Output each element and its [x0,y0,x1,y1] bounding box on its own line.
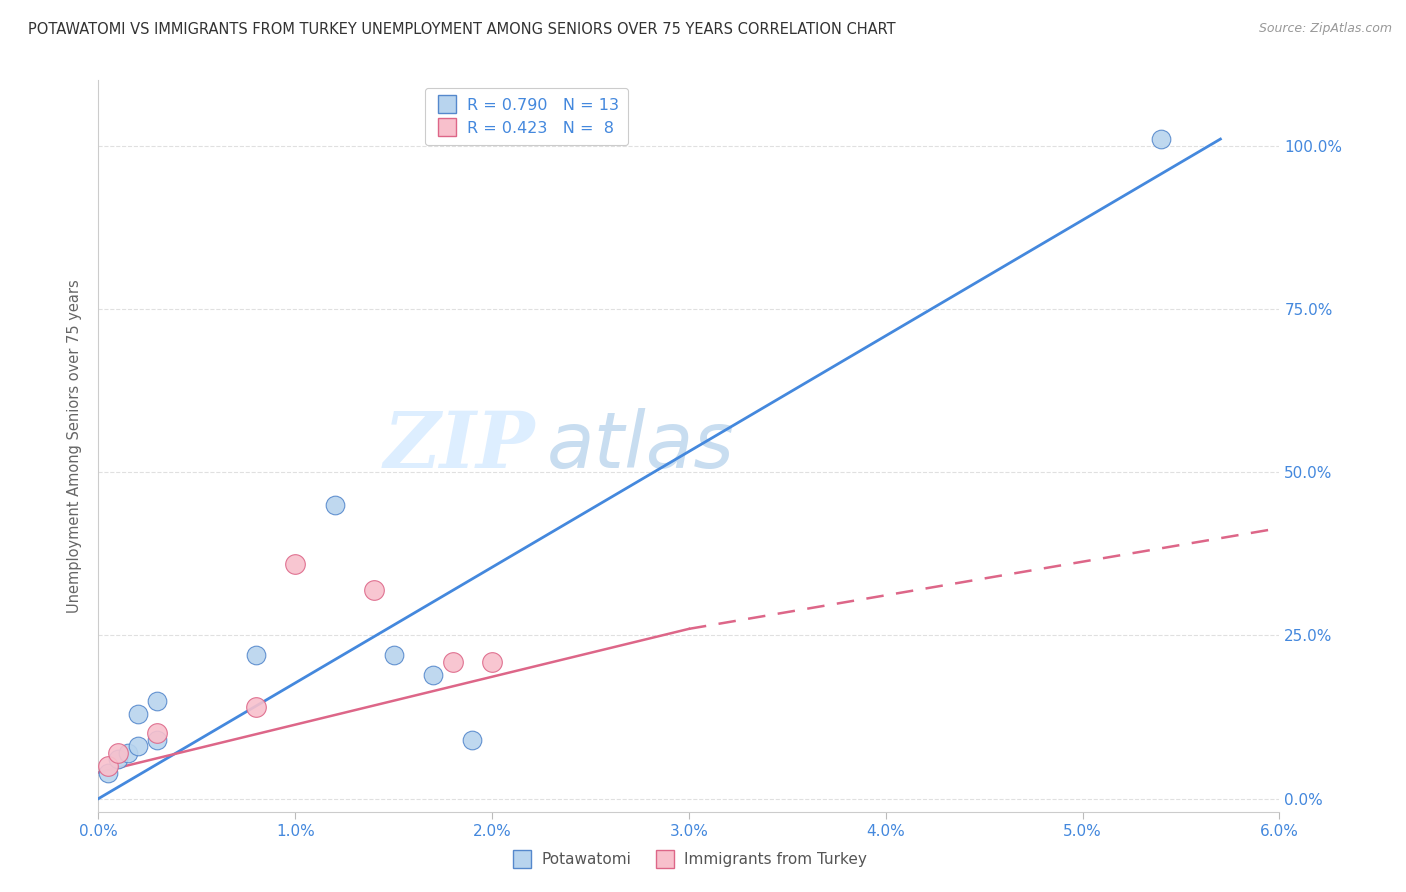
Point [363,582,385,597]
Text: atlas: atlas [547,408,735,484]
Point [481,655,503,669]
Y-axis label: Unemployment Among Seniors over 75 years: Unemployment Among Seniors over 75 years [67,279,83,613]
Point [441,655,464,669]
Legend: Potawatomi, Immigrants from Turkey: Potawatomi, Immigrants from Turkey [505,847,873,873]
Point [146,726,169,740]
Point [127,706,149,721]
Point [107,746,129,760]
Text: ZIP: ZIP [384,408,536,484]
Point [107,752,129,766]
Point [382,648,405,662]
Text: Source: ZipAtlas.com: Source: ZipAtlas.com [1258,22,1392,36]
Point [422,667,444,681]
Text: POTAWATOMI VS IMMIGRANTS FROM TURKEY UNEMPLOYMENT AMONG SENIORS OVER 75 YEARS CO: POTAWATOMI VS IMMIGRANTS FROM TURKEY UNE… [28,22,896,37]
Point [245,648,267,662]
Point [461,732,484,747]
Point [117,746,139,760]
Point [97,759,120,773]
Point [1150,132,1173,146]
Point [97,765,120,780]
Point [146,694,169,708]
Point [245,700,267,714]
Point [146,732,169,747]
Point [323,498,346,512]
Point [284,557,307,571]
Point [127,739,149,754]
